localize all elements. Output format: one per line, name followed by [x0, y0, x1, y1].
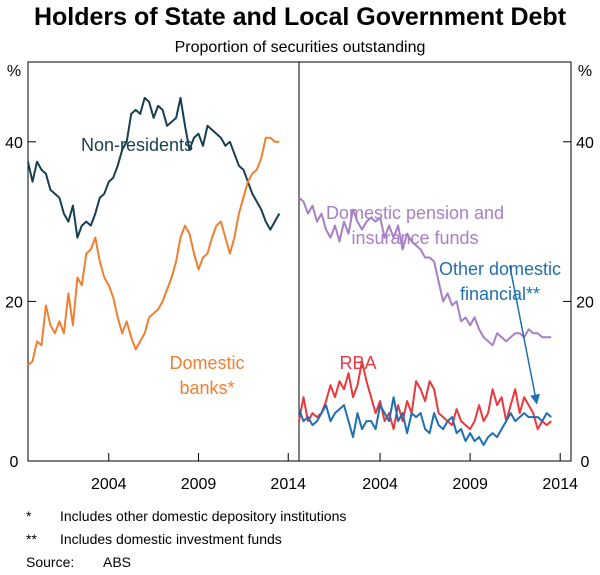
y-tick-label-right: 0: [581, 454, 590, 471]
y-unit-label-left: %: [7, 63, 21, 80]
y-tick-label-left: 20: [5, 294, 23, 311]
x-tick-label: 2004: [362, 476, 398, 493]
source-text: ABS: [103, 554, 131, 570]
source-label: Source:: [26, 554, 74, 570]
footnote-2-symbol: **: [26, 531, 37, 547]
series-line-domestic-pension-and-insurance-funds: [298, 196, 552, 347]
y-tick-label-left: 40: [5, 135, 23, 152]
chart-subtitle: Proportion of securities outstanding: [175, 39, 426, 56]
series-line-domestic-banks: [27, 136, 280, 366]
chart-title: Holders of State and Local Government De…: [34, 3, 567, 31]
footnote-1-text: Includes other domestic depository insti…: [60, 508, 346, 524]
series-label-domestic-banks: Domestic: [169, 353, 244, 373]
series-label-other-domestic-financial: Other domestic: [439, 259, 561, 279]
y-unit-label-right: %: [578, 63, 592, 80]
series-line-other-domestic-financial: [298, 396, 552, 446]
y-tick-label-right: 40: [576, 135, 594, 152]
x-tick-label: 2004: [91, 476, 127, 493]
series-line-non-residents: [27, 96, 281, 239]
annotation-arrow: [509, 265, 540, 405]
footnote-2-text: Includes domestic investment funds: [60, 531, 282, 547]
x-tick-label: 2009: [452, 476, 488, 493]
y-tick-label-right: 20: [576, 294, 594, 311]
x-tick-label: 2014: [542, 476, 578, 493]
series-label-domestic-banks: banks*: [179, 378, 234, 398]
x-tick-label: 2009: [181, 476, 217, 493]
series-label-domestic-pension-and-insurance-funds: insurance funds: [351, 228, 478, 248]
x-tick-label: 2014: [270, 476, 306, 493]
y-tick-label-left: 0: [10, 454, 19, 471]
series-label-domestic-pension-and-insurance-funds: Domestic pension and: [326, 203, 504, 223]
series-label-rba: RBA: [339, 353, 376, 373]
series-label-other-domestic-financial: financial**: [460, 284, 540, 304]
footnote-1-symbol: *: [26, 508, 32, 524]
series-label-non-residents: Non-residents: [81, 135, 193, 155]
series-line-rba: [298, 360, 552, 431]
